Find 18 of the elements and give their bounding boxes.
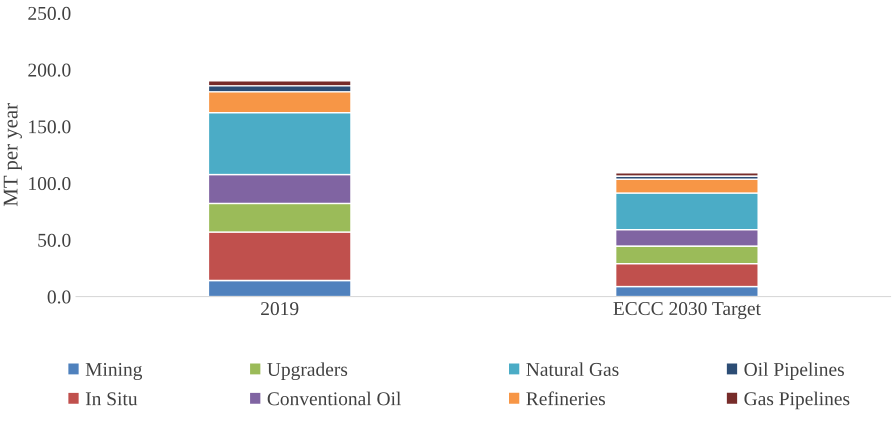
legend-label: Gas Pipelines — [744, 392, 850, 410]
y-tick-label: 150.0 — [29, 120, 70, 134]
y-tick-label: 250.0 — [28, 6, 70, 20]
y-tick-label: 0.0 — [48, 290, 70, 304]
legend-label: In Situ — [86, 392, 138, 406]
y-tick-label: 50.0 — [38, 234, 70, 247]
x-tick-label: ECCC 2030 Target — [613, 302, 761, 320]
legend-label: Refineries — [526, 391, 606, 406]
legend-label: Natural Gas — [526, 362, 619, 376]
legend-label: Conventional Oil — [268, 392, 401, 406]
y-axis-title: MT per year — [4, 103, 22, 206]
legend-label: Upgraders — [267, 362, 348, 380]
y-tick-label: 100.0 — [29, 176, 70, 190]
legend-label: Oil Pipelines — [744, 362, 844, 380]
bar — [614, 172, 759, 177]
y-tick-label: 200.0 — [28, 64, 70, 77]
x-tick-label: 2019 — [261, 302, 298, 316]
legend-label: Mining — [86, 362, 142, 380]
